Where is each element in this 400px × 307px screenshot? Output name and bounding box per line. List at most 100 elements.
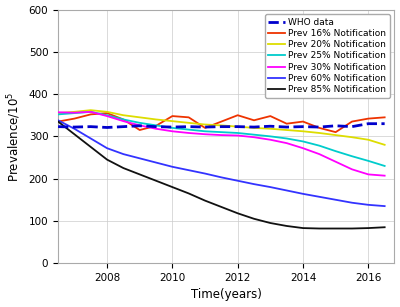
- Prev 85% Notification: [154, 179, 158, 183]
- Prev 16% Notification: [186, 115, 191, 119]
- WHO data: [56, 125, 60, 129]
- Prev 60% Notification: [105, 146, 110, 150]
- Prev 25% Notification: [300, 140, 305, 143]
- Prev 16% Notification: [284, 122, 289, 126]
- WHO data: [333, 124, 338, 128]
- Prev 16% Notification: [219, 120, 224, 123]
- Prev 85% Notification: [170, 185, 175, 189]
- Prev 25% Notification: [252, 133, 256, 137]
- Prev 16% Notification: [350, 120, 354, 123]
- Prev 60% Notification: [170, 165, 175, 169]
- Prev 25% Notification: [366, 159, 371, 163]
- Prev 20% Notification: [300, 130, 305, 133]
- Prev 16% Notification: [56, 120, 60, 123]
- Prev 30% Notification: [235, 134, 240, 137]
- Prev 30% Notification: [268, 138, 273, 142]
- Prev 25% Notification: [88, 110, 93, 114]
- Prev 16% Notification: [72, 117, 77, 120]
- Prev 25% Notification: [170, 126, 175, 130]
- Prev 20% Notification: [268, 127, 273, 130]
- Prev 30% Notification: [154, 127, 158, 130]
- Prev 16% Notification: [105, 111, 110, 115]
- Prev 85% Notification: [333, 227, 338, 230]
- Prev 20% Notification: [252, 126, 256, 130]
- Prev 20% Notification: [186, 121, 191, 125]
- WHO data: [284, 125, 289, 129]
- X-axis label: Time(years): Time(years): [191, 289, 262, 301]
- Prev 30% Notification: [203, 132, 208, 136]
- Prev 85% Notification: [350, 227, 354, 230]
- Prev 85% Notification: [252, 217, 256, 221]
- Prev 30% Notification: [317, 152, 322, 156]
- Line: Prev 16% Notification: Prev 16% Notification: [58, 113, 385, 132]
- Prev 25% Notification: [317, 144, 322, 147]
- Prev 25% Notification: [154, 123, 158, 127]
- Prev 20% Notification: [88, 108, 93, 112]
- Prev 25% Notification: [333, 149, 338, 153]
- Prev 16% Notification: [88, 113, 93, 116]
- WHO data: [186, 125, 191, 129]
- WHO data: [121, 125, 126, 129]
- Prev 20% Notification: [235, 125, 240, 129]
- WHO data: [219, 125, 224, 129]
- WHO data: [105, 126, 110, 129]
- Prev 85% Notification: [235, 212, 240, 215]
- Prev 30% Notification: [72, 111, 77, 115]
- Prev 16% Notification: [317, 126, 322, 130]
- Line: Prev 20% Notification: Prev 20% Notification: [58, 110, 385, 145]
- WHO data: [235, 125, 240, 129]
- WHO data: [72, 125, 77, 129]
- Prev 60% Notification: [268, 185, 273, 189]
- Prev 60% Notification: [382, 204, 387, 208]
- WHO data: [300, 125, 305, 129]
- Prev 25% Notification: [350, 154, 354, 158]
- WHO data: [170, 125, 175, 129]
- Prev 20% Notification: [56, 111, 60, 115]
- Prev 60% Notification: [186, 168, 191, 172]
- Prev 85% Notification: [284, 224, 289, 228]
- Prev 60% Notification: [235, 179, 240, 183]
- Prev 20% Notification: [72, 110, 77, 114]
- Prev 20% Notification: [317, 131, 322, 135]
- Prev 16% Notification: [300, 120, 305, 123]
- Line: WHO data: WHO data: [58, 124, 385, 127]
- WHO data: [366, 122, 371, 126]
- Prev 20% Notification: [219, 123, 224, 127]
- WHO data: [268, 124, 273, 128]
- Prev 16% Notification: [170, 114, 175, 118]
- WHO data: [203, 125, 208, 129]
- Prev 60% Notification: [317, 195, 322, 199]
- Prev 30% Notification: [186, 131, 191, 135]
- Prev 60% Notification: [350, 201, 354, 204]
- WHO data: [350, 125, 354, 129]
- Prev 85% Notification: [366, 226, 371, 230]
- Prev 60% Notification: [88, 137, 93, 140]
- Prev 16% Notification: [333, 130, 338, 134]
- WHO data: [252, 125, 256, 129]
- Prev 20% Notification: [382, 143, 387, 147]
- WHO data: [317, 125, 322, 129]
- Prev 85% Notification: [203, 199, 208, 202]
- Prev 25% Notification: [284, 137, 289, 140]
- Prev 16% Notification: [382, 115, 387, 119]
- Prev 85% Notification: [137, 173, 142, 176]
- Prev 16% Notification: [268, 114, 273, 118]
- Prev 60% Notification: [56, 119, 60, 122]
- Prev 30% Notification: [300, 146, 305, 150]
- Prev 25% Notification: [121, 118, 126, 121]
- Prev 30% Notification: [350, 168, 354, 171]
- Y-axis label: Prevalence/10$^5$: Prevalence/10$^5$: [6, 91, 23, 182]
- Line: Prev 85% Notification: Prev 85% Notification: [58, 122, 385, 228]
- Prev 30% Notification: [121, 119, 126, 123]
- Prev 60% Notification: [154, 161, 158, 165]
- Line: Prev 60% Notification: Prev 60% Notification: [58, 120, 385, 206]
- Prev 30% Notification: [366, 173, 371, 176]
- Prev 85% Notification: [105, 158, 110, 161]
- Prev 30% Notification: [219, 133, 224, 137]
- Prev 20% Notification: [154, 118, 158, 121]
- Prev 60% Notification: [72, 127, 77, 130]
- Prev 25% Notification: [235, 131, 240, 135]
- Prev 16% Notification: [366, 117, 371, 120]
- Prev 30% Notification: [137, 123, 142, 127]
- Prev 30% Notification: [105, 114, 110, 118]
